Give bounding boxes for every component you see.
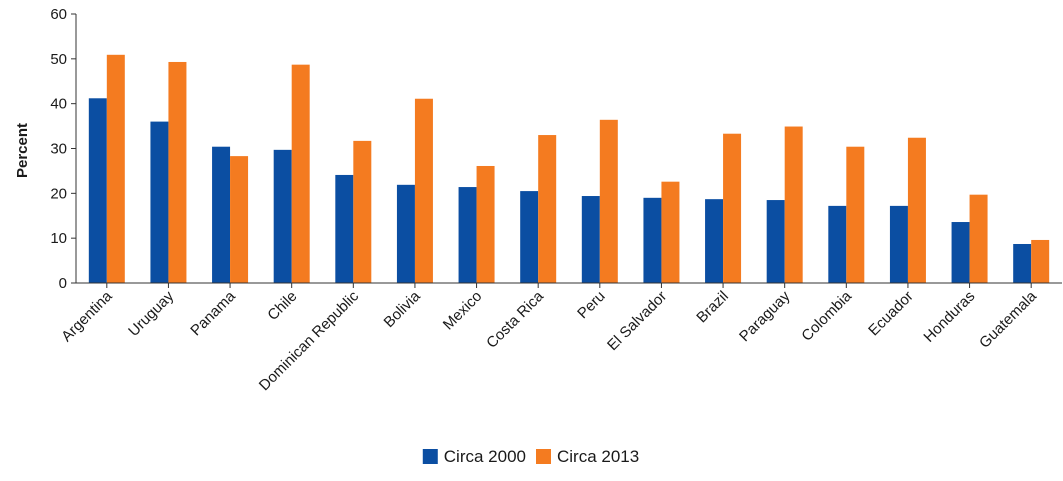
x-tick-label: Mexico [440,288,486,334]
bar-circa-2013 [168,61,187,284]
x-tick-label: Brazil [693,288,732,327]
bar-circa-2000 [581,196,600,283]
bar-circa-2013 [414,98,433,283]
x-tick-label: Argentina [58,287,116,345]
y-tick-label: 10 [50,230,67,247]
bar-circa-2013 [476,165,495,283]
bar-circa-2000 [396,184,415,283]
legend: Circa 2000 Circa 2013 [422,447,639,466]
x-tick-label: El Salvador [604,288,670,354]
bar-circa-2000 [705,199,724,283]
bar-circa-2013 [291,64,310,283]
bar-circa-2000 [458,187,477,283]
bar-circa-2000 [88,98,107,283]
bar-circa-2000 [643,197,662,283]
x-tick-label: Costa Rica [483,287,547,351]
y-axis-label: Percent [14,123,31,178]
bar-circa-2013 [969,194,988,283]
x-tick-label: Guatemala [976,287,1040,351]
bars [88,54,1050,284]
legend-label: Circa 2000 [444,447,526,466]
bar-circa-2013 [846,146,865,283]
y-tick-label: 40 [50,96,67,113]
bar-circa-2013 [353,140,372,283]
legend-swatch [536,449,551,464]
legend-swatch [422,449,438,464]
bar-circa-2013 [599,119,618,283]
y-tick-label: 50 [50,51,67,68]
bar-circa-2000 [1013,243,1032,283]
x-tick-label: Bolivia [380,287,424,331]
bar-circa-2000 [150,121,169,283]
x-tick-label: Honduras [920,288,978,346]
x-tick-label: Ecuador [865,288,917,340]
y-tick-label: 0 [59,275,67,292]
bar-circa-2000 [766,200,785,283]
bar-circa-2013 [230,156,249,283]
legend-label: Circa 2013 [557,447,639,466]
bar-circa-2013 [784,126,803,283]
x-tick-label: Chile [264,288,300,324]
bar-circa-2000 [335,174,354,283]
bar-circa-2000 [889,205,908,283]
bar-circa-2000 [520,191,539,283]
bar-circa-2013 [723,133,742,283]
bar-circa-2000 [273,149,292,283]
bar-circa-2013 [1031,239,1050,283]
y-axis: 0 10 20 30 40 50 60 [50,6,77,292]
bar-circa-2013 [538,135,557,283]
bar-circa-2013 [106,54,125,283]
y-tick-label: 60 [50,6,67,23]
bar-circa-2000 [212,146,231,283]
bar-circa-2013 [907,137,926,283]
y-tick-label: 20 [50,185,67,202]
x-tick-label: Panama [187,287,239,339]
x-tick-label: Peru [574,288,608,322]
bar-circa-2013 [661,181,680,283]
x-tick-label: Uruguay [125,287,177,339]
x-tick-label: Paraguay [736,287,794,345]
x-tick-label: Colombia [798,287,855,344]
bar-circa-2000 [951,222,970,283]
bar-circa-2000 [828,205,847,283]
y-tick-label: 30 [50,141,67,158]
